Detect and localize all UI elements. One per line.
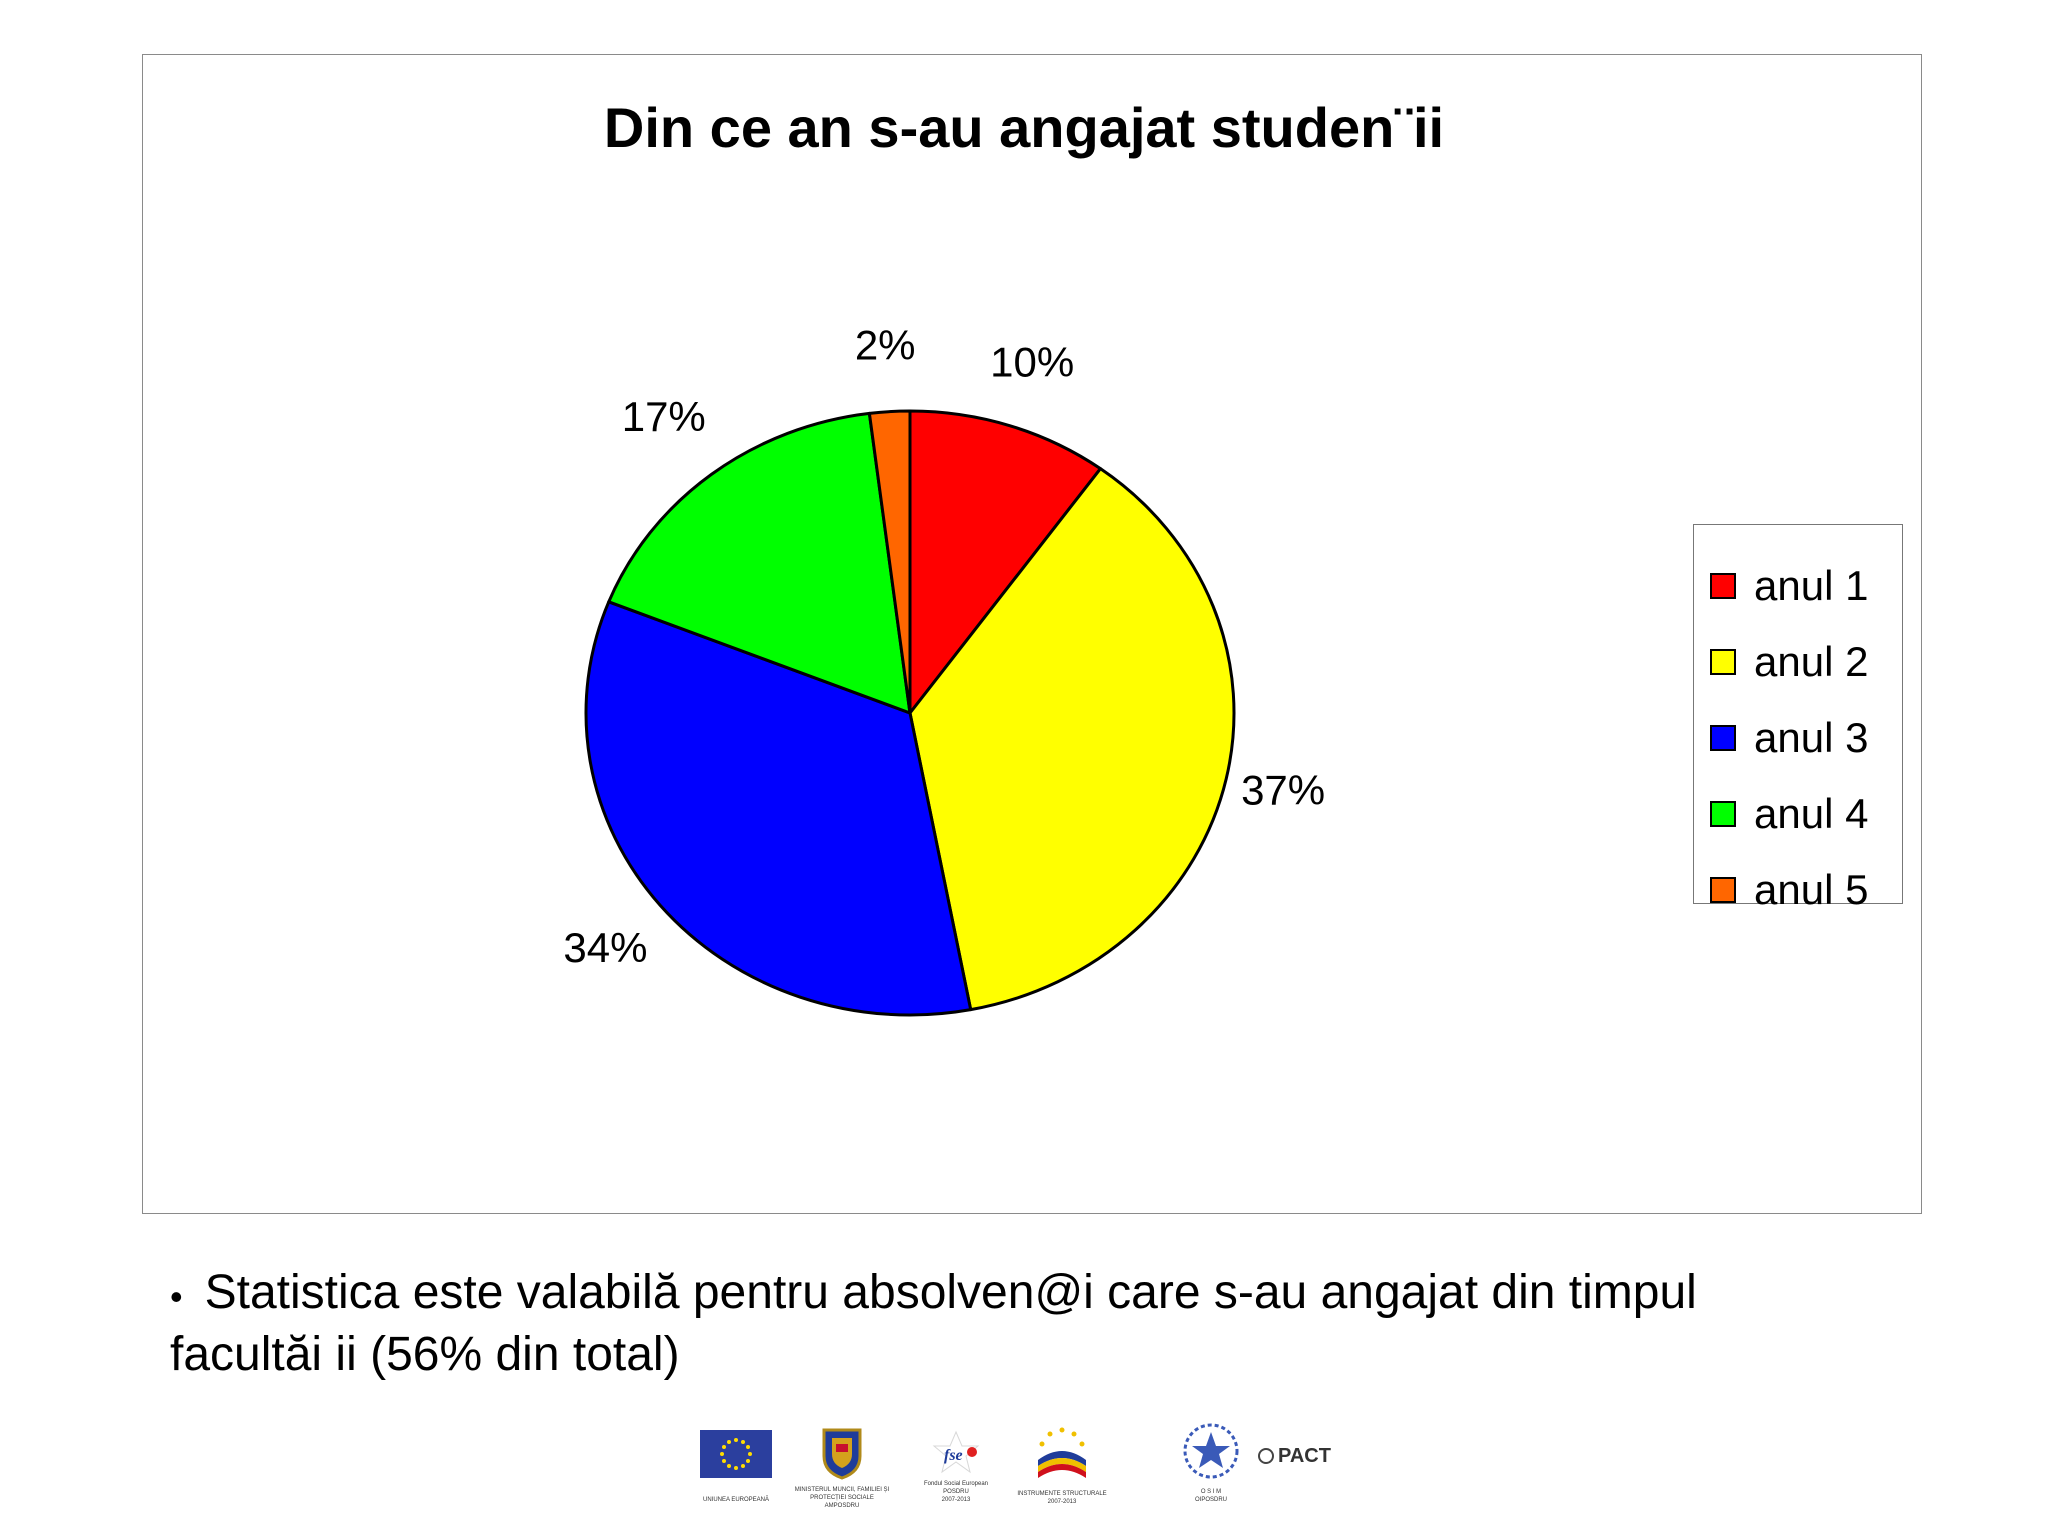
structural-instruments-caption-1: INSTRUMENTE STRUCTURALE bbox=[1017, 1491, 1107, 1497]
osim-logo-icon bbox=[1182, 1422, 1240, 1480]
legend-swatch-4 bbox=[1710, 801, 1736, 827]
fse-logo-text: fse bbox=[944, 1447, 963, 1464]
data-label-5: 2% bbox=[855, 321, 916, 368]
footnote-line-1: Statistica este valabilă pentru absolven… bbox=[204, 1266, 1697, 1319]
coat-of-arms-icon bbox=[820, 1424, 864, 1480]
legend-item-1: anul 1 bbox=[1710, 561, 1868, 611]
ministry-caption: MINISTERUL MUNCII, FAMILIEI ȘI PROTECȚIE… bbox=[790, 1486, 894, 1510]
bullet-icon: • bbox=[170, 1276, 183, 1317]
osim-caption-2: OIPOSDRU bbox=[1194, 1497, 1227, 1503]
osim-caption: O S I M OIPOSDRU bbox=[1172, 1488, 1250, 1504]
structural-instruments-caption: INSTRUMENTE STRUCTURALE 2007-2013 bbox=[1010, 1490, 1114, 1506]
legend-item-4: anul 4 bbox=[1710, 789, 1868, 839]
ministry-caption-2: PROTECȚIEI SOCIALE bbox=[810, 1495, 874, 1501]
pie-slice-5 bbox=[867, 409, 912, 715]
ministry-caption-1: MINISTERUL MUNCII, FAMILIEI ȘI bbox=[794, 1487, 890, 1493]
fse-caption: Fondul Social European POSDRU 2007-2013 bbox=[916, 1480, 996, 1504]
eu-caption: UNIUNEA EUROPEANĂ bbox=[702, 1497, 769, 1503]
legend-label-1: anul 1 bbox=[1754, 562, 1869, 609]
chart-title: Din ce an s-au angajat studen¨ii bbox=[603, 96, 1445, 159]
data-label-1: 10% bbox=[990, 339, 1074, 386]
legend-item-2: anul 2 bbox=[1710, 637, 1868, 687]
structural-instruments-caption-2: 2007-2013 bbox=[1047, 1499, 1077, 1505]
footnote-line-2: facultăi ii (56% din total) bbox=[170, 1328, 680, 1381]
pact-text: PACT bbox=[1278, 1444, 1331, 1467]
pact-logo: PACT bbox=[1258, 1442, 1348, 1470]
eu-flag-icon bbox=[700, 1430, 772, 1478]
ministry-caption-3: AMPOSDRU bbox=[824, 1503, 860, 1509]
legend-label-2: anul 2 bbox=[1754, 638, 1869, 685]
legend-item-5: anul 5 bbox=[1710, 865, 1868, 915]
pie-slice-1 bbox=[908, 409, 1102, 715]
data-label-2: 37% bbox=[1241, 767, 1325, 814]
data-label-3: 34% bbox=[563, 924, 647, 971]
legend-item-3: anul 3 bbox=[1710, 713, 1868, 763]
footer-logos: UNIUNEA EUROPEANĂ MINISTERUL MUNCII, FAM… bbox=[690, 1420, 1370, 1520]
footnote: • Statistica este valabilă pentru absolve… bbox=[170, 1262, 1870, 1386]
fse-caption-3: 2007-2013 bbox=[941, 1497, 971, 1503]
legend-swatch-3 bbox=[1710, 725, 1736, 751]
pie-slice-4 bbox=[607, 411, 912, 715]
fse-logo-icon: fse bbox=[926, 1430, 986, 1478]
legend-label-5: anul 5 bbox=[1754, 866, 1869, 913]
pie-slice-3 bbox=[584, 600, 973, 1017]
fse-caption-2: POSDRU bbox=[943, 1489, 969, 1495]
structural-instruments-icon bbox=[1030, 1424, 1094, 1480]
legend-label-3: anul 3 bbox=[1754, 714, 1869, 761]
osim-caption-1: O S I M bbox=[1200, 1489, 1222, 1495]
pie-slice-2 bbox=[908, 467, 1236, 1012]
legend: anul 1 anul 2 anul 3 anul 4 anul 5 bbox=[1693, 524, 1903, 911]
fse-caption-1: Fondul Social European bbox=[923, 1481, 989, 1487]
legend-swatch-1 bbox=[1710, 573, 1736, 599]
legend-swatch-5 bbox=[1710, 877, 1736, 903]
legend-swatch-2 bbox=[1710, 649, 1736, 675]
data-label-4: 17% bbox=[622, 393, 706, 440]
pact-circle-icon bbox=[1258, 1448, 1274, 1464]
legend-label-4: anul 4 bbox=[1754, 790, 1869, 837]
